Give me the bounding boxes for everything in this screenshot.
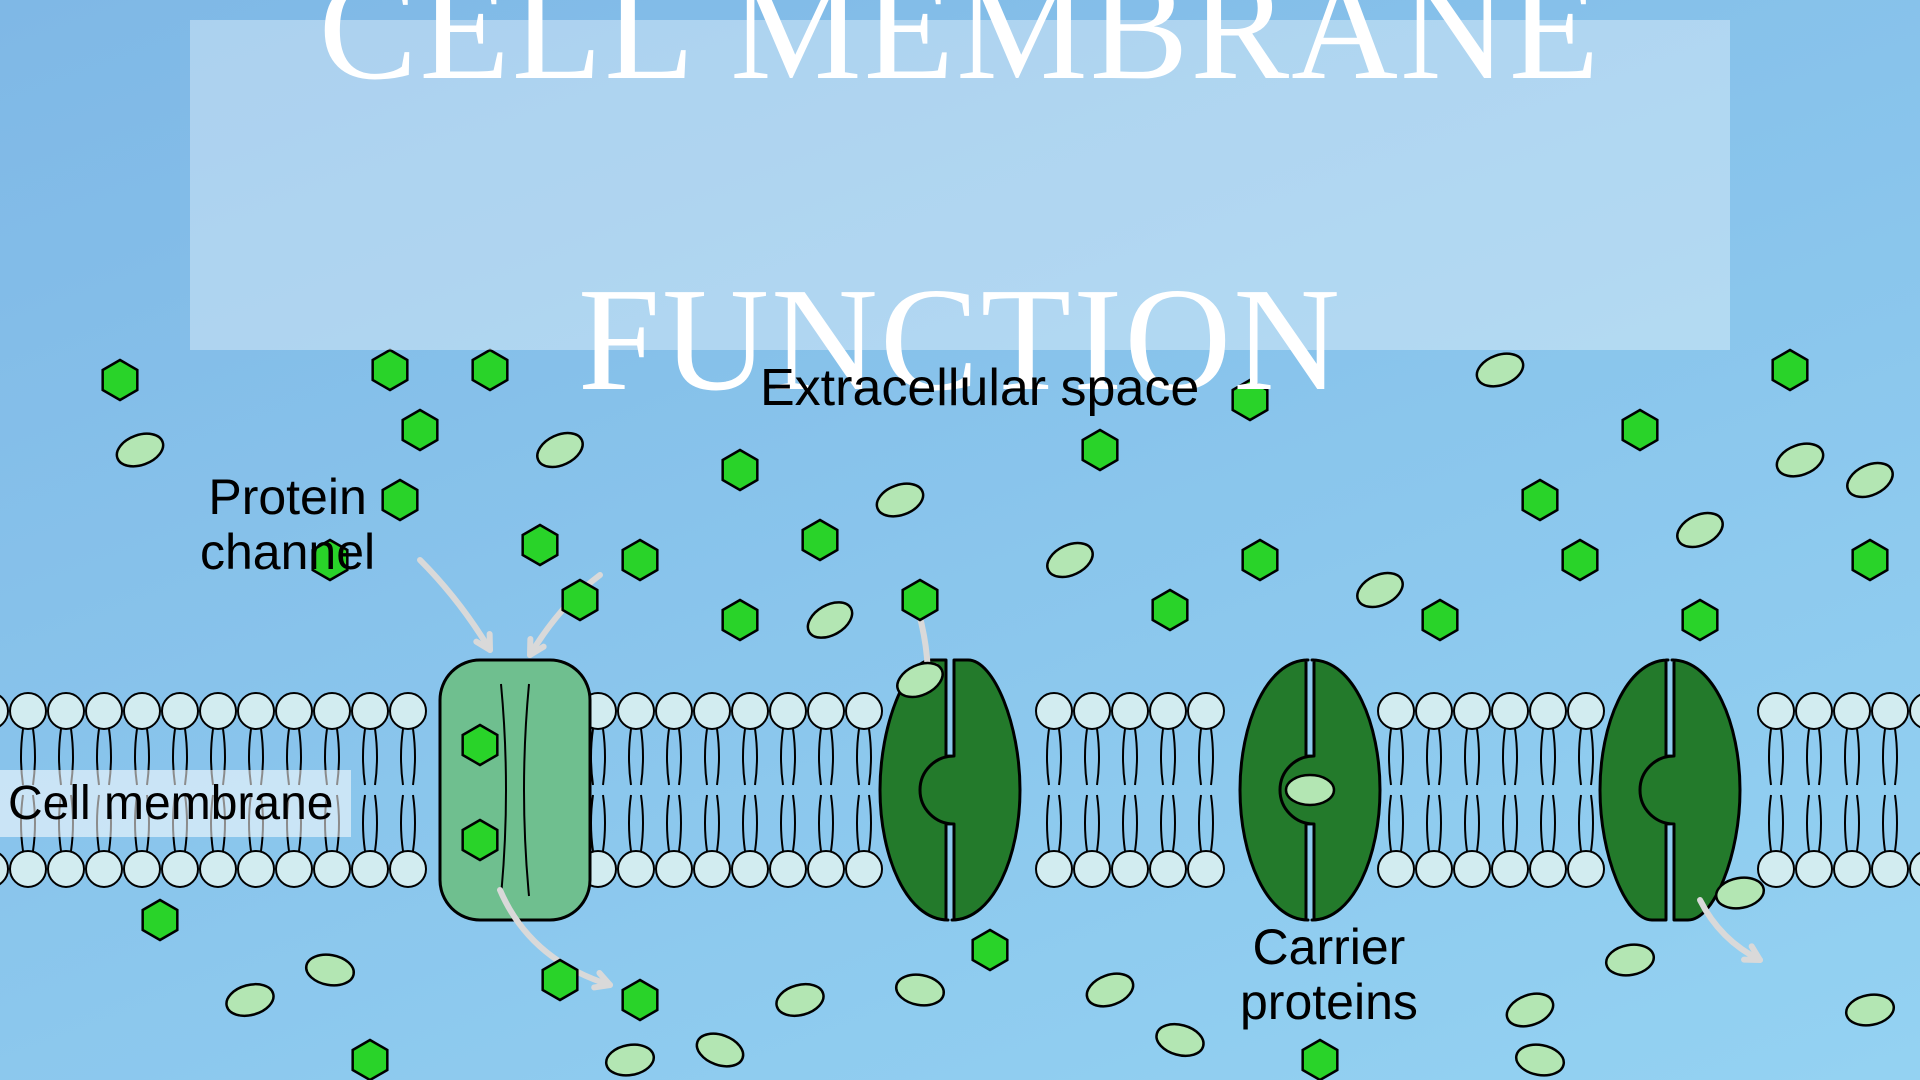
diagram-stage: CELL MEMBRANE FUNCTION Extracellular spa… [0, 0, 1920, 1080]
label-carrier-proteins: Carrier proteins [1240, 920, 1418, 1030]
label-extracellular: Extracellular space [760, 360, 1199, 417]
label-protein-channel: Protein channel [200, 470, 375, 580]
title-line1: CELL MEMBRANE [319, 0, 1602, 107]
title-box: CELL MEMBRANE FUNCTION [190, 20, 1730, 350]
label-cell-membrane: Cell membrane [0, 770, 351, 837]
